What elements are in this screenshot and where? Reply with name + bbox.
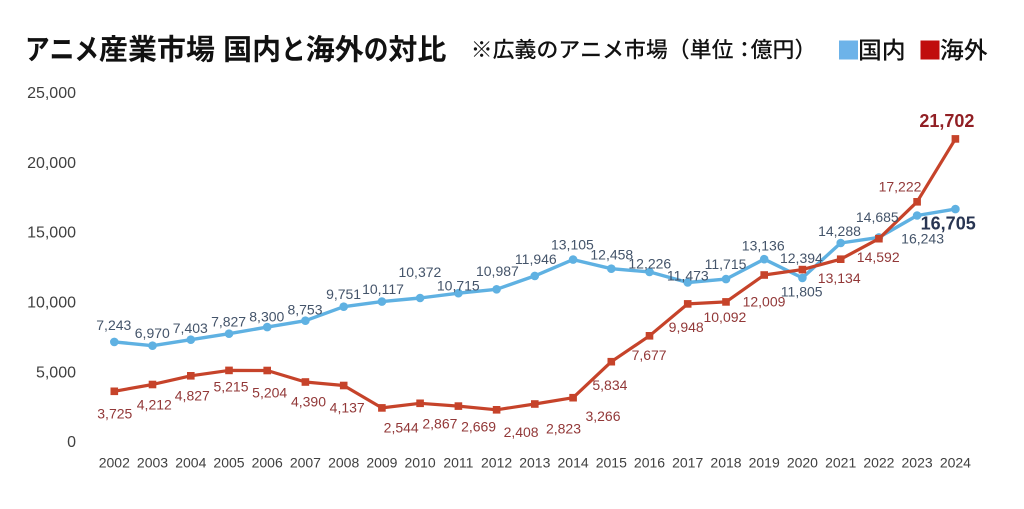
svg-text:4,137: 4,137 <box>330 400 365 416</box>
svg-text:10,000: 10,000 <box>27 295 76 312</box>
svg-text:2023: 2023 <box>902 455 933 471</box>
svg-text:25,000: 25,000 <box>27 85 76 102</box>
svg-text:2004: 2004 <box>175 455 206 471</box>
svg-text:14,288: 14,288 <box>818 223 861 239</box>
svg-text:11,473: 11,473 <box>667 268 709 284</box>
svg-text:2018: 2018 <box>710 455 741 471</box>
svg-text:7,243: 7,243 <box>96 317 131 333</box>
svg-text:2005: 2005 <box>213 455 244 471</box>
svg-text:20,000: 20,000 <box>27 155 76 172</box>
svg-text:5,215: 5,215 <box>213 379 248 395</box>
svg-text:13,134: 13,134 <box>818 270 861 286</box>
svg-text:14,685: 14,685 <box>856 209 899 225</box>
svg-text:2011: 2011 <box>443 455 473 471</box>
svg-text:2010: 2010 <box>405 455 436 471</box>
svg-text:14,592: 14,592 <box>857 249 900 265</box>
svg-text:12,226: 12,226 <box>628 255 671 271</box>
svg-text:2015: 2015 <box>596 455 627 471</box>
svg-text:11,946: 11,946 <box>515 251 557 267</box>
svg-text:5,000: 5,000 <box>36 364 76 381</box>
svg-text:10,092: 10,092 <box>703 309 746 325</box>
svg-text:9,948: 9,948 <box>669 319 704 335</box>
svg-text:7,827: 7,827 <box>211 314 246 330</box>
svg-text:13,105: 13,105 <box>551 237 594 253</box>
svg-text:13,136: 13,136 <box>742 238 785 254</box>
svg-text:2,544: 2,544 <box>384 420 419 436</box>
svg-text:5,204: 5,204 <box>252 385 287 401</box>
svg-text:10,372: 10,372 <box>398 264 441 280</box>
svg-text:2006: 2006 <box>252 455 283 471</box>
svg-text:10,987: 10,987 <box>476 263 519 279</box>
svg-text:17,222: 17,222 <box>879 179 922 195</box>
svg-text:12,394: 12,394 <box>780 250 823 266</box>
svg-text:2,408: 2,408 <box>504 424 539 440</box>
svg-text:4,827: 4,827 <box>175 388 210 404</box>
svg-text:2017: 2017 <box>672 455 703 471</box>
svg-text:10,715: 10,715 <box>437 277 480 293</box>
svg-text:3,725: 3,725 <box>97 406 132 422</box>
svg-text:11,805: 11,805 <box>781 283 823 299</box>
svg-text:2003: 2003 <box>137 455 168 471</box>
svg-text:2022: 2022 <box>863 455 894 471</box>
svg-text:4,390: 4,390 <box>291 394 326 410</box>
svg-text:16,243: 16,243 <box>901 231 944 247</box>
svg-text:2009: 2009 <box>366 455 397 471</box>
svg-text:0: 0 <box>67 434 76 451</box>
svg-text:2016: 2016 <box>634 455 665 471</box>
svg-text:2007: 2007 <box>290 455 321 471</box>
svg-text:2002: 2002 <box>99 455 130 471</box>
svg-text:2,669: 2,669 <box>461 419 496 435</box>
svg-text:2013: 2013 <box>519 455 550 471</box>
svg-text:2008: 2008 <box>328 455 359 471</box>
svg-text:2020: 2020 <box>787 455 818 471</box>
svg-text:7,677: 7,677 <box>632 347 667 363</box>
svg-text:8,753: 8,753 <box>287 301 322 317</box>
svg-text:5,834: 5,834 <box>592 377 627 393</box>
svg-text:16,705: 16,705 <box>921 214 976 234</box>
svg-text:3,266: 3,266 <box>585 408 620 424</box>
svg-text:2021: 2021 <box>825 455 856 471</box>
svg-text:2,823: 2,823 <box>546 421 581 437</box>
svg-text:2014: 2014 <box>558 455 589 471</box>
svg-text:2012: 2012 <box>481 455 512 471</box>
svg-text:2,867: 2,867 <box>422 416 457 432</box>
svg-text:15,000: 15,000 <box>27 225 76 242</box>
svg-text:2019: 2019 <box>749 455 780 471</box>
svg-text:21,702: 21,702 <box>919 111 974 131</box>
svg-text:11,715: 11,715 <box>705 256 747 272</box>
svg-text:2024: 2024 <box>940 455 971 471</box>
svg-text:12,009: 12,009 <box>743 293 786 309</box>
svg-text:10,117: 10,117 <box>362 281 404 297</box>
svg-text:8,300: 8,300 <box>249 308 284 324</box>
svg-text:7,403: 7,403 <box>173 320 208 336</box>
svg-text:9,751: 9,751 <box>326 286 361 302</box>
svg-text:4,212: 4,212 <box>137 397 172 413</box>
svg-text:6,970: 6,970 <box>135 325 170 341</box>
svg-text:12,458: 12,458 <box>590 246 633 262</box>
